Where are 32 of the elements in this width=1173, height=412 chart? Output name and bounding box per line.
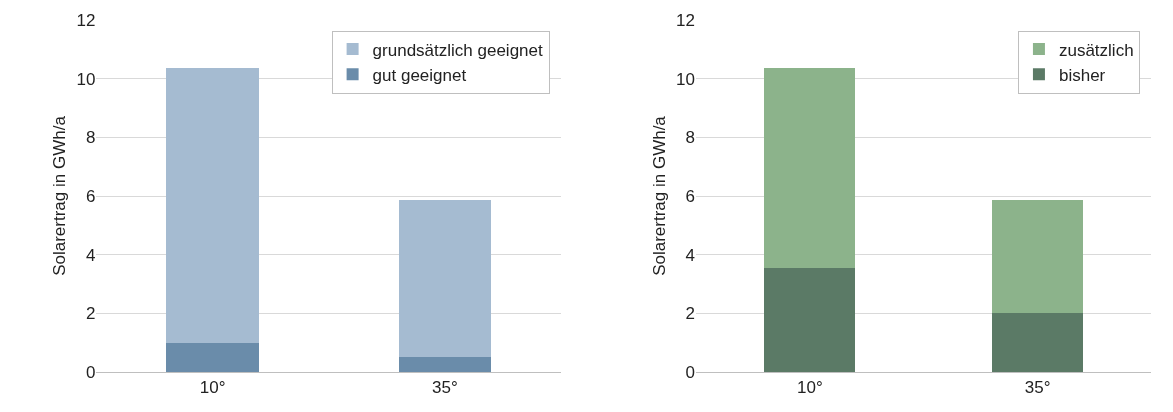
x-tick-label: 10° [199, 378, 226, 398]
bar [398, 200, 492, 358]
y-tick-label: 2 [86, 304, 96, 324]
y-tick-label: 2 [685, 304, 696, 324]
y-tick-label: 0 [86, 362, 96, 382]
y-axis-title: Solarertrag in GWh/a [50, 115, 70, 276]
y-axis-title: Solarertrag in GWh/a [649, 115, 669, 276]
y-tick-label: 10 [76, 69, 96, 89]
x-tick-label: 10° [797, 378, 823, 398]
y-tick-label: 8 [685, 128, 696, 148]
bar [398, 357, 492, 372]
y-tick-label: 8 [86, 128, 96, 148]
y-tick-label: 12 [676, 10, 696, 30]
y-tick-label: 6 [86, 186, 96, 206]
legend-label: zusätzlich [1058, 40, 1134, 60]
bar [166, 342, 260, 372]
legend-label: gut geeignet [372, 65, 467, 85]
x-tick-label: 35° [1024, 378, 1051, 398]
y-tick-label: 4 [86, 245, 96, 265]
bar [992, 200, 1084, 314]
bar [764, 267, 856, 372]
y-tick-label: 12 [76, 10, 96, 30]
bar [992, 313, 1084, 372]
y-tick-label: 10 [676, 69, 696, 89]
y-tick-label: 4 [685, 245, 696, 265]
x-tick-label: 35° [432, 378, 458, 398]
bar [764, 68, 856, 268]
y-tick-label: 0 [685, 362, 696, 382]
legend-label: bisher [1058, 65, 1106, 85]
y-tick-label: 6 [685, 186, 696, 206]
bar [166, 68, 260, 343]
legend-label: grundsätzlich geeignet [372, 40, 543, 60]
